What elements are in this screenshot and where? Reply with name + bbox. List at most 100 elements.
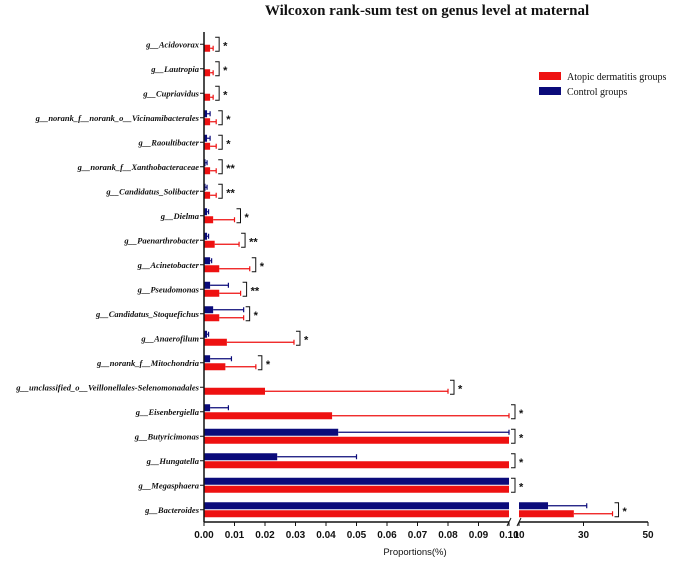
significance-label: ** xyxy=(226,163,235,175)
significance-label: * xyxy=(519,457,524,469)
x-tick-label: 0.06 xyxy=(377,530,397,541)
category-label: g__Butyricimonas xyxy=(134,431,200,441)
x-tick-label: 0.07 xyxy=(408,530,428,541)
bar xyxy=(204,265,220,273)
significance-label: * xyxy=(245,212,250,224)
category-label: g__Pseudomonas xyxy=(137,284,200,294)
significance-bracket xyxy=(257,355,263,371)
significance-label: * xyxy=(226,114,231,126)
category-label: g__norank_f__Mitochondria xyxy=(96,358,200,368)
category-label: g__unclassified_o__Veillonellales-Seleno… xyxy=(15,382,199,392)
category-label: g__Candidatus_Solibacter xyxy=(105,186,199,196)
significance-bracket xyxy=(251,257,257,273)
x-tick-label: 0.08 xyxy=(438,530,458,541)
significance-bracket xyxy=(511,453,516,469)
bar xyxy=(204,338,227,346)
significance-bracket xyxy=(245,306,251,322)
bar xyxy=(204,306,214,314)
bar xyxy=(204,485,509,493)
bar xyxy=(204,240,215,248)
significance-bracket xyxy=(241,232,246,248)
bar xyxy=(204,314,220,322)
significance-bracket xyxy=(215,36,220,52)
significance-label: * xyxy=(223,40,228,52)
significance-label: * xyxy=(266,359,271,371)
significance-label: * xyxy=(254,310,259,322)
bar xyxy=(204,510,509,518)
bar xyxy=(204,110,208,118)
significance-bracket xyxy=(236,208,241,224)
category-label: g__Megasphaera xyxy=(138,480,200,490)
x-tick-label: 0.09 xyxy=(469,530,489,541)
significance-label: * xyxy=(458,383,463,395)
significance-label: * xyxy=(223,65,228,77)
legend: Atopic dermatitis groups Control groups xyxy=(539,72,667,98)
plot-area: g__Acidovorax * g__Lautropia * g__Cupriavidu… xyxy=(15,32,654,541)
category-label: g__Acinetobacter xyxy=(137,260,200,270)
legend-label-control: Control groups xyxy=(567,87,627,98)
bar xyxy=(204,412,333,420)
significance-bracket xyxy=(511,404,516,420)
bar xyxy=(204,142,211,150)
bar xyxy=(204,477,509,485)
category-label: g__Paenarthrobacter xyxy=(123,235,199,245)
bar xyxy=(519,510,574,518)
category-label: g__Acidovorax xyxy=(145,39,200,49)
significance-bracket xyxy=(242,281,248,297)
significance-bracket xyxy=(218,110,223,126)
bar xyxy=(204,167,211,175)
significance-bracket xyxy=(218,183,223,199)
category-label: g__norank_f__norank_o__Vicinamibacterale… xyxy=(35,113,200,123)
x-tick-label: 0.05 xyxy=(347,530,367,541)
significance-label: * xyxy=(519,481,524,493)
bar xyxy=(204,93,211,101)
x-axis-label: Proportions(%) xyxy=(383,547,446,558)
x-tick-label: 10 xyxy=(513,530,525,541)
significance-label: * xyxy=(223,89,228,101)
bar xyxy=(204,44,211,52)
bar xyxy=(204,387,265,395)
bar xyxy=(204,453,278,461)
bar xyxy=(204,436,509,444)
significance-bracket xyxy=(450,379,455,395)
category-label: g__Dielma xyxy=(160,211,200,221)
bar xyxy=(204,232,208,240)
bar xyxy=(204,355,211,363)
bar xyxy=(204,183,206,191)
bar xyxy=(204,118,211,126)
significance-label: ** xyxy=(251,285,260,297)
category-label: g__Candidatus_Stoquefichus xyxy=(95,309,200,319)
bar xyxy=(204,216,214,224)
bar xyxy=(204,208,208,216)
chart-title: Wilcoxon rank-sum test on genus level at… xyxy=(265,3,589,19)
x-tick-label: 0.10 xyxy=(499,530,519,541)
bar xyxy=(204,159,206,167)
category-label: g__Lautropia xyxy=(150,64,199,74)
x-tick-label: 0.04 xyxy=(316,530,336,541)
significance-bracket xyxy=(511,477,516,493)
x-tick-label: 0.00 xyxy=(194,530,214,541)
category-label: g__Anaerofilum xyxy=(140,333,199,343)
significance-bracket xyxy=(511,428,516,444)
legend-label-atopic: Atopic dermatitis groups xyxy=(567,72,667,83)
significance-label: ** xyxy=(226,187,235,199)
category-label: g__Raoultibacter xyxy=(138,137,200,147)
significance-label: * xyxy=(226,138,231,150)
significance-bracket xyxy=(215,61,220,77)
legend-swatch-control xyxy=(539,87,561,95)
significance-label: * xyxy=(260,261,265,273)
significance-label: * xyxy=(304,334,309,346)
significance-label: ** xyxy=(249,236,258,248)
significance-bracket xyxy=(295,330,301,346)
category-label: g__Cupriavidus xyxy=(142,88,199,98)
bar xyxy=(204,289,220,297)
significance-bracket xyxy=(218,134,223,150)
bar xyxy=(204,461,509,469)
bar xyxy=(204,428,339,436)
category-label: g__Eisenbergiella xyxy=(135,407,200,417)
category-label: g__Hungatella xyxy=(146,456,200,466)
x-tick-label: 0.03 xyxy=(286,530,306,541)
bar xyxy=(204,404,211,412)
x-tick-label: 50 xyxy=(642,530,654,541)
